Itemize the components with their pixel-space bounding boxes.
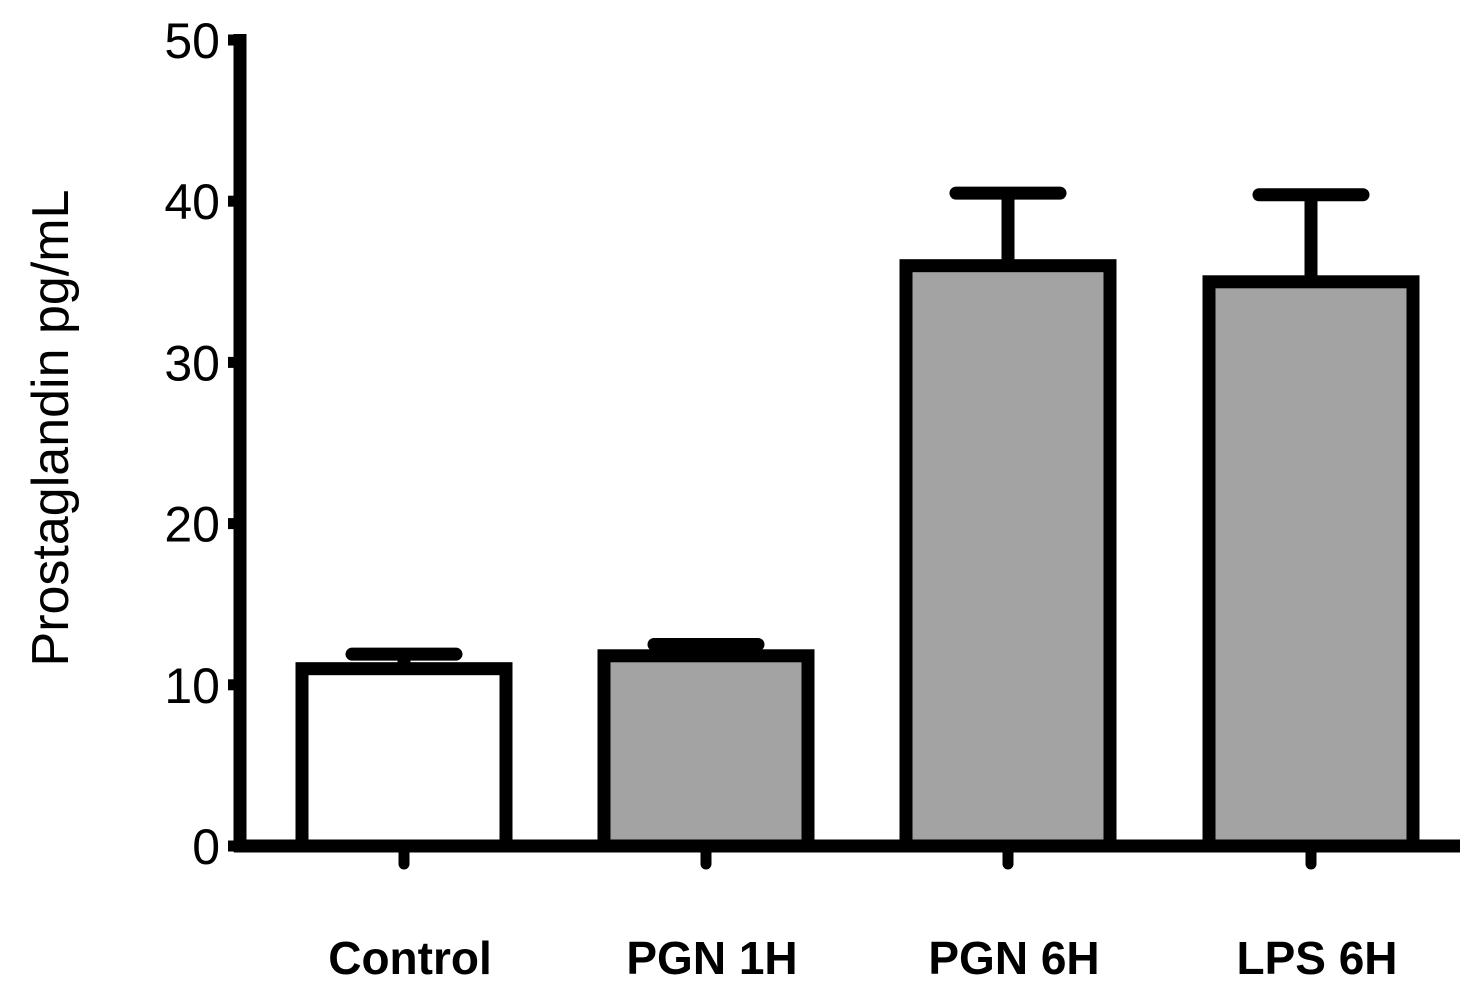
x-tick-label: LPS 6H [1236, 932, 1397, 984]
y-tick-label: 50 [164, 13, 220, 69]
y-axis-title: Prostaglandin pg/mL [22, 190, 80, 667]
y-tick-label: 10 [164, 658, 220, 714]
y-ticks-layer: 0 10 20 30 40 50 [164, 13, 240, 875]
error-bars-layer [345, 186, 1370, 669]
bar [1202, 275, 1420, 853]
bar [597, 649, 815, 853]
y-tick-label: 40 [164, 174, 220, 230]
bar [295, 662, 513, 853]
x-tick-label: PGN 6H [928, 932, 1099, 984]
bars-layer [295, 259, 1420, 853]
x-ticks-layer: Control PGN 1H PGN 6H LPS 6H [328, 840, 1398, 984]
axes-layer [233, 34, 1460, 853]
y-tick-label: 20 [164, 497, 220, 553]
x-tick-label: Control [328, 932, 492, 984]
y-tick-label: 30 [164, 335, 220, 391]
x-tick-label: PGN 1H [626, 932, 797, 984]
y-tick-label: 0 [192, 819, 220, 875]
bar [899, 259, 1117, 853]
